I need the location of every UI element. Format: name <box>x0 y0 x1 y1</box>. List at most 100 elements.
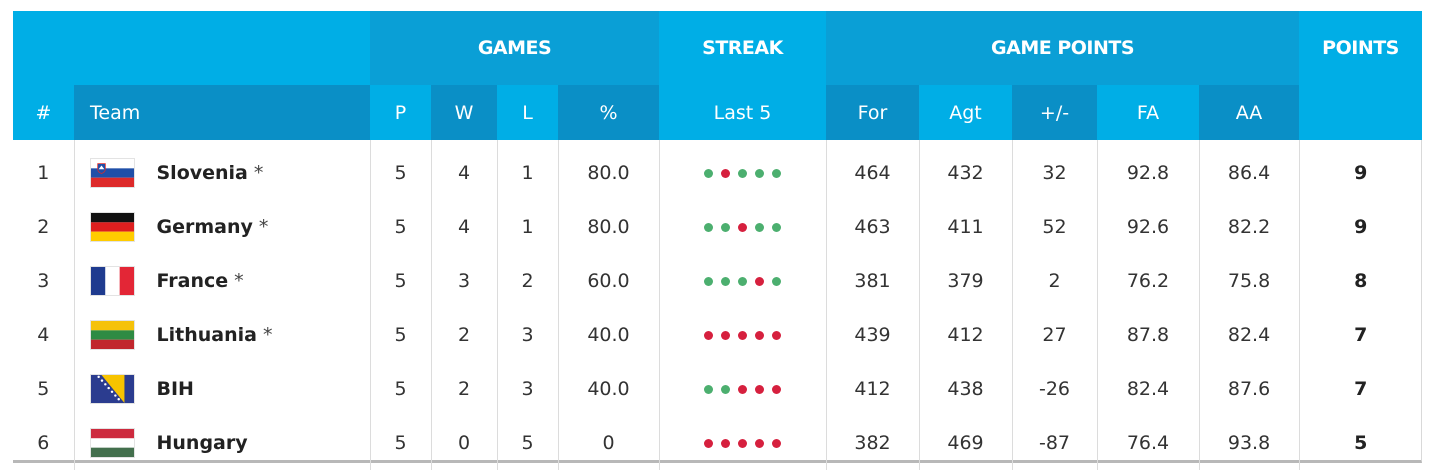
table-row[interactable]: 3 France * 5 3 2 60.0 381 379 2 76.2 75.8… <box>13 254 1422 308</box>
loss-dot <box>738 439 747 448</box>
standings-table-container: GAMES STREAK GAME POINTS POINTS # Team P… <box>13 11 1423 470</box>
win-dot <box>704 277 713 286</box>
table-row[interactable]: 5 BIH 5 2 3 40.0 412 438 -26 82.4 87.6 7 <box>13 362 1422 416</box>
wins-cell: 2 <box>431 362 498 416</box>
loss-dot <box>755 385 764 394</box>
col-team[interactable]: Team <box>74 85 370 140</box>
for-cell: 464 <box>826 140 920 200</box>
fa-cell: 76.4 <box>1097 416 1200 470</box>
col-diff[interactable]: +/- <box>1012 85 1097 140</box>
rank-cell: 4 <box>13 308 75 362</box>
team-name[interactable]: Germany <box>156 216 253 238</box>
diff-cell: 2 <box>1012 254 1098 308</box>
loss-dot <box>738 385 747 394</box>
team-name[interactable]: Lithuania <box>156 324 257 346</box>
column-header-row: # Team P W L % Last 5 For Agt +/- FA AA <box>13 85 1423 140</box>
wins-cell: 3 <box>431 254 498 308</box>
team-name[interactable]: Hungary <box>156 432 248 454</box>
col-for[interactable]: For <box>826 85 919 140</box>
col-played[interactable]: P <box>370 85 431 140</box>
aa-cell: 82.4 <box>1199 308 1300 362</box>
team-cell[interactable]: BIH <box>74 362 371 416</box>
col-against[interactable]: Agt <box>919 85 1012 140</box>
rank-cell: 3 <box>13 254 75 308</box>
table-row[interactable]: 1 Slovenia * 5 4 1 80.0 464 432 32 92.8 8… <box>13 140 1422 200</box>
win-pct-cell: 0 <box>558 416 660 470</box>
group-header-blank <box>13 11 370 85</box>
streak-cell <box>659 308 827 362</box>
col-rank[interactable]: # <box>13 85 74 140</box>
loss-dot <box>755 277 764 286</box>
col-losses[interactable]: L <box>497 85 558 140</box>
losses-cell: 1 <box>497 200 559 254</box>
diff-cell: 32 <box>1012 140 1098 200</box>
standings-table: GAMES STREAK GAME POINTS POINTS # Team P… <box>13 11 1423 470</box>
bih-flag-icon <box>89 374 135 404</box>
team-cell[interactable]: Lithuania * <box>74 308 371 362</box>
against-cell: 379 <box>919 254 1013 308</box>
aa-cell: 93.8 <box>1199 416 1300 470</box>
team-cell[interactable]: Slovenia * <box>74 140 371 200</box>
qualified-mark: * <box>258 215 269 238</box>
standings-body: 1 Slovenia * 5 4 1 80.0 464 432 32 92.8 8… <box>13 140 1422 470</box>
aa-cell: 86.4 <box>1199 140 1300 200</box>
fa-cell: 87.8 <box>1097 308 1200 362</box>
col-wins[interactable]: W <box>431 85 497 140</box>
win-dot <box>772 277 781 286</box>
col-win-pct[interactable]: % <box>558 85 659 140</box>
table-row[interactable]: 2 Germany * 5 4 1 80.0 463 411 52 92.6 82… <box>13 200 1422 254</box>
win-dot <box>738 277 747 286</box>
loss-dot <box>704 439 713 448</box>
col-points[interactable] <box>1299 85 1423 140</box>
win-dot <box>772 169 781 178</box>
win-dot <box>704 385 713 394</box>
win-dot <box>755 223 764 232</box>
table-row[interactable]: 4 Lithuania * 5 2 3 40.0 439 412 27 87.8 … <box>13 308 1422 362</box>
col-fa[interactable]: FA <box>1097 85 1199 140</box>
win-dot <box>755 169 764 178</box>
aa-cell: 82.2 <box>1199 200 1300 254</box>
aa-cell: 87.6 <box>1199 362 1300 416</box>
played-cell: 5 <box>370 362 432 416</box>
aa-cell: 75.8 <box>1199 254 1300 308</box>
team-cell[interactable]: Hungary <box>74 416 371 470</box>
against-cell: 438 <box>919 362 1013 416</box>
diff-cell: 27 <box>1012 308 1098 362</box>
hungary-flag-icon <box>89 428 135 458</box>
wins-cell: 2 <box>431 308 498 362</box>
against-cell: 469 <box>919 416 1013 470</box>
fa-cell: 76.2 <box>1097 254 1200 308</box>
team-cell[interactable]: Germany * <box>74 200 371 254</box>
wins-cell: 0 <box>431 416 498 470</box>
win-pct-cell: 60.0 <box>558 254 660 308</box>
points-cell: 7 <box>1354 324 1368 346</box>
group-header-row: GAMES STREAK GAME POINTS POINTS <box>13 11 1423 85</box>
points-cell: 7 <box>1354 378 1368 400</box>
loss-dot <box>738 223 747 232</box>
points-cell: 8 <box>1354 270 1368 292</box>
played-cell: 5 <box>370 140 432 200</box>
wins-cell: 4 <box>431 200 498 254</box>
table-row[interactable]: 6 Hungary 5 0 5 0 382 469 -87 76.4 93.8 … <box>13 416 1422 470</box>
against-cell: 412 <box>919 308 1013 362</box>
group-header-game-points: GAME POINTS <box>826 11 1300 85</box>
team-name[interactable]: France <box>156 270 229 292</box>
qualified-mark: * <box>253 161 264 184</box>
points-cell: 9 <box>1354 216 1368 238</box>
rank-cell: 1 <box>13 140 75 200</box>
rank-cell: 2 <box>13 200 75 254</box>
win-dot <box>704 223 713 232</box>
streak-cell <box>659 254 827 308</box>
col-aa[interactable]: AA <box>1199 85 1300 140</box>
win-dot <box>772 223 781 232</box>
team-name[interactable]: BIH <box>156 378 194 400</box>
win-pct-cell: 80.0 <box>558 140 660 200</box>
lithuania-flag-icon <box>89 320 135 350</box>
team-cell[interactable]: France * <box>74 254 371 308</box>
losses-cell: 3 <box>497 362 559 416</box>
win-dot <box>721 385 730 394</box>
loss-dot <box>772 439 781 448</box>
for-cell: 381 <box>826 254 920 308</box>
played-cell: 5 <box>370 254 432 308</box>
team-name[interactable]: Slovenia <box>156 162 248 184</box>
